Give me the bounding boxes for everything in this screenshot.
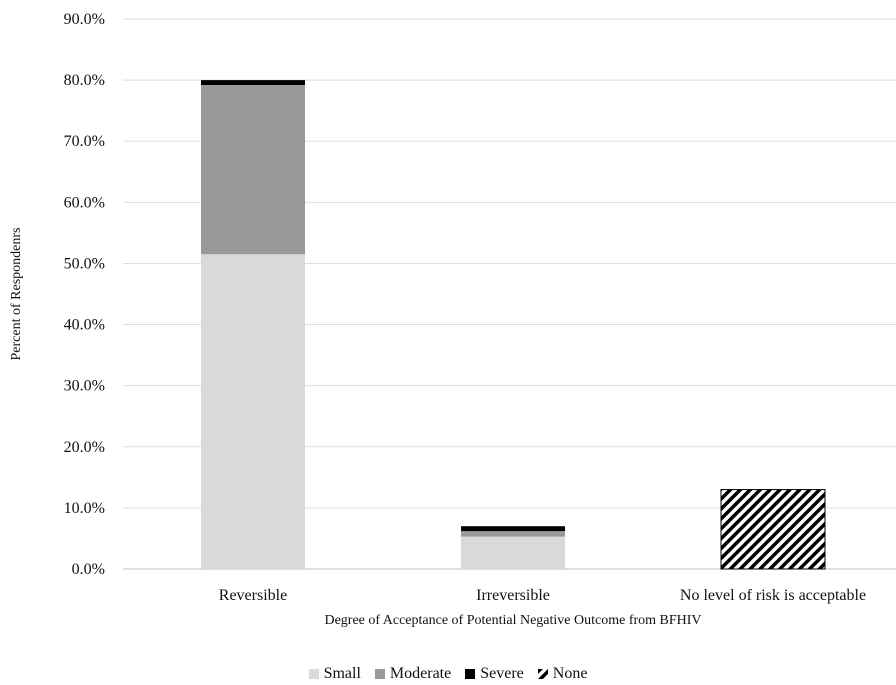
x-category-label: No level of risk is acceptable xyxy=(680,587,866,604)
bar-moderate-2 xyxy=(461,531,565,537)
bar-moderate-1 xyxy=(201,85,305,255)
legend-label-moderate: Moderate xyxy=(389,665,452,682)
y-tick-label: 30.0% xyxy=(64,378,105,395)
bar-small-1 xyxy=(201,254,305,569)
x-category-labels: Reversible Irreversible No level of risk i… xyxy=(219,587,866,604)
x-axis-title: Degree of Acceptance of Potential Negati… xyxy=(324,613,701,628)
legend-item-small: Small xyxy=(308,664,361,684)
bar-none-3 xyxy=(720,489,826,570)
legend-item-severe: Severe xyxy=(465,664,524,684)
bar-severe-2 xyxy=(461,526,565,532)
x-category-label: Reversible xyxy=(219,587,287,604)
y-tick-label: 50.0% xyxy=(64,255,105,272)
stacked-bar-chart: 0.0% 10.0% 20.0% 30.0% 40.0% 50.0% 60.0% 70.0% 8… xyxy=(9,11,896,628)
y-tick-labels: 0.0% 10.0% 20.0% 30.0% 40.0% 50.0% 60.0% 70.0% 8… xyxy=(64,11,105,578)
y-tick-label: 10.0% xyxy=(64,500,105,517)
bars xyxy=(201,80,826,570)
legend-swatch-severe xyxy=(465,669,476,679)
y-tick-label: 40.0% xyxy=(64,317,105,334)
y-tick-label: 0.0% xyxy=(72,561,105,578)
legend: Small Moderate Severe None xyxy=(0,664,896,684)
y-axis-title: Percent of Respondenrs xyxy=(9,228,24,361)
bar-small-2 xyxy=(461,536,565,569)
legend-label-none: None xyxy=(552,665,588,682)
y-tick-label: 20.0% xyxy=(64,439,105,456)
legend-item-moderate: Moderate xyxy=(374,664,452,684)
y-tick-label: 90.0% xyxy=(64,11,105,28)
legend-item-none: None xyxy=(537,664,588,684)
bar-severe-1 xyxy=(201,80,305,85)
legend-label-small: Small xyxy=(323,665,361,682)
legend-swatch-none xyxy=(537,669,548,679)
legend-label-severe: Severe xyxy=(480,665,524,682)
legend-swatch-small xyxy=(308,669,319,679)
y-tick-label: 60.0% xyxy=(64,194,105,211)
y-tick-label: 80.0% xyxy=(64,72,105,89)
x-category-label: Irreversible xyxy=(476,587,550,604)
y-tick-label: 70.0% xyxy=(64,133,105,150)
legend-swatch-moderate xyxy=(374,669,385,679)
